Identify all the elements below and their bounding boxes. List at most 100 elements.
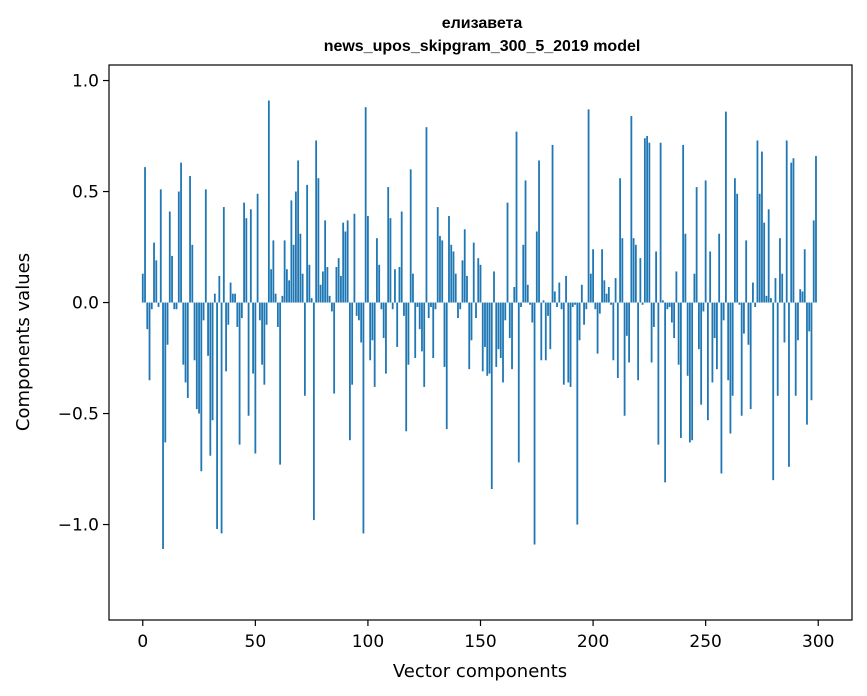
bar xyxy=(571,302,574,307)
bar xyxy=(290,200,293,303)
bar xyxy=(301,273,304,303)
bar xyxy=(695,187,698,303)
bar xyxy=(792,158,795,303)
bar xyxy=(652,302,655,327)
bar xyxy=(247,302,250,416)
bar xyxy=(799,289,802,303)
bar xyxy=(272,240,275,303)
bar xyxy=(679,302,682,438)
bar xyxy=(353,213,356,303)
bar xyxy=(603,280,606,303)
bar xyxy=(180,162,182,303)
bar xyxy=(416,302,419,307)
x-tick-label: 150 xyxy=(464,632,496,652)
bar xyxy=(718,233,721,303)
bar xyxy=(193,302,196,361)
bar xyxy=(497,302,500,350)
bar xyxy=(734,178,736,303)
bar xyxy=(173,302,176,310)
bar xyxy=(484,302,486,347)
bar xyxy=(249,209,252,303)
bar xyxy=(511,302,513,370)
bar xyxy=(754,302,757,307)
bar xyxy=(803,249,806,303)
bar xyxy=(427,302,430,319)
bar xyxy=(418,302,421,330)
bar xyxy=(664,302,667,483)
bar xyxy=(168,211,171,303)
bar xyxy=(204,189,207,303)
bar xyxy=(209,302,212,456)
bar xyxy=(414,302,417,359)
bar xyxy=(177,191,180,303)
bar xyxy=(166,302,169,345)
bar xyxy=(747,302,750,345)
bar xyxy=(576,302,579,525)
bar xyxy=(661,300,664,303)
bar xyxy=(439,235,441,303)
bar xyxy=(360,302,363,343)
bar xyxy=(688,302,691,443)
bar xyxy=(740,302,743,416)
bar xyxy=(346,220,349,303)
bar xyxy=(218,275,221,303)
bar xyxy=(515,131,518,303)
bar xyxy=(589,273,592,303)
bar xyxy=(267,100,270,303)
bar xyxy=(614,278,617,303)
bar xyxy=(508,302,511,339)
x-axis-ticks: 0 50 100 150 200 250 300 xyxy=(137,620,834,652)
bar xyxy=(605,293,608,303)
bar xyxy=(394,269,396,303)
bar xyxy=(292,244,295,303)
bar xyxy=(567,302,570,383)
bar xyxy=(495,302,498,367)
bar xyxy=(619,178,621,303)
bar xyxy=(578,302,581,341)
bar xyxy=(479,264,482,303)
bar xyxy=(270,269,273,303)
bar xyxy=(297,160,300,303)
bar xyxy=(610,302,612,305)
chart-title: елизавета xyxy=(442,15,523,32)
bar xyxy=(195,302,198,410)
bar xyxy=(538,160,540,303)
bar xyxy=(222,207,225,303)
y-tick-label: 1.0 xyxy=(72,72,99,92)
bar xyxy=(580,284,583,303)
bar xyxy=(430,302,432,307)
bar xyxy=(276,302,279,327)
bar xyxy=(560,302,563,310)
bar xyxy=(677,302,680,365)
bar xyxy=(565,275,567,303)
bar xyxy=(788,302,790,467)
y-axis-ticks: −1.0 −0.5 0.0 0.5 1.0 xyxy=(58,72,109,536)
bar xyxy=(727,302,730,381)
bar xyxy=(522,244,525,303)
bar xyxy=(162,302,164,549)
bar xyxy=(707,302,709,421)
bar xyxy=(533,302,536,545)
bar xyxy=(303,302,306,396)
bar xyxy=(315,140,318,303)
bar xyxy=(709,251,712,303)
bar xyxy=(369,302,372,361)
bar xyxy=(358,302,360,321)
bar xyxy=(648,142,651,303)
bar xyxy=(409,169,412,303)
bar xyxy=(364,107,367,303)
plot-frame xyxy=(108,64,853,621)
bar xyxy=(542,300,545,303)
bar xyxy=(157,302,160,307)
bar xyxy=(236,302,239,327)
bar xyxy=(607,287,610,303)
bar xyxy=(670,302,673,323)
bar xyxy=(355,302,358,316)
bar xyxy=(502,302,504,383)
bar xyxy=(513,287,516,303)
bar xyxy=(625,302,628,336)
bar xyxy=(490,302,493,490)
bar xyxy=(340,275,342,303)
bar xyxy=(285,269,288,303)
bar xyxy=(432,302,435,359)
